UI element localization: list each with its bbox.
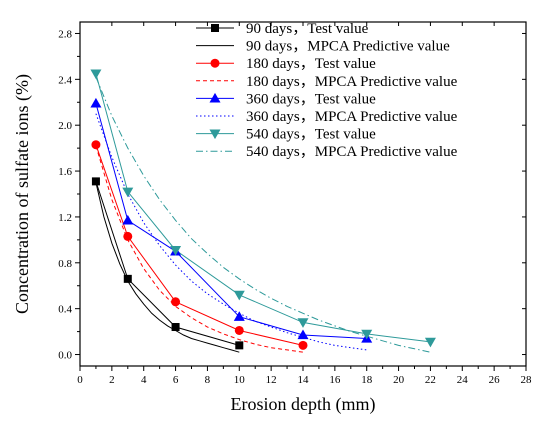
series-markers [90,69,436,350]
series-line-4 [95,103,367,339]
x-tick-label: 16 [329,374,341,386]
x-tick-label: 22 [425,374,436,386]
y-tick-label: 0.4 [58,304,72,316]
legend-marker [211,24,219,32]
x-tick-label: 14 [298,374,310,386]
data-point-6-5 [361,329,373,340]
x-tick-label: 28 [521,374,533,386]
data-point-6-3 [233,290,245,301]
series-line-2 [95,144,304,346]
legend-entry-6: 540 days，Test value [196,127,376,143]
data-point-2-1 [123,231,133,241]
x-tick-label: 26 [489,374,501,386]
data-point-4-0 [90,97,102,108]
legend-label: 540 days，Test value [246,127,376,143]
x-tick-label: 2 [109,374,115,386]
legend-marker [209,129,221,140]
y-tick-label: 1.2 [58,212,72,224]
legend-marker [210,58,220,68]
legend-entry-3: 180 days，MPCA Predictive value [196,74,458,90]
data-point-2-4 [298,340,308,350]
data-point-6-2 [170,246,182,256]
axes: 0 2 4 6 8 10 12 14 16 18 20 22 24 26 280.00.40.81.21.6… [58,21,533,386]
legend-marker [209,92,221,103]
legend-label: 180 days，MPCA Predictive value [246,74,458,90]
legend-entry-4: 360 days，Test value [196,91,376,107]
data-point-6-6 [424,337,436,348]
data-point-6-0 [90,69,102,80]
y-tick-label: 1.6 [58,166,72,178]
series-line-3 [95,145,304,353]
data-point-4-3 [233,311,245,321]
legend-label: 360 days，MPCA Predictive value [246,109,458,125]
data-point-6-4 [297,318,309,328]
y-axis-title: Concentration of sulfate ions (%) [12,74,33,314]
x-tick-label: 20 [393,374,405,386]
series-line-5 [95,113,367,351]
data-point-0-2 [171,323,180,332]
x-axis-title: Erosion depth (mm) [231,394,376,415]
x-tick-label: 0 [77,374,83,386]
y-tick-label: 2.8 [58,28,72,40]
data-point-6-1 [122,187,134,198]
legend-entry-7: 540 days，MPCA Predictive value [196,144,458,160]
y-tick-label: 0.8 [58,258,72,270]
data-point-2-3 [234,325,244,335]
x-tick-label: 8 [205,374,211,386]
data-point-2-2 [171,297,181,307]
series-line-1 [95,182,240,353]
x-tick-label: 10 [234,374,246,386]
legend: 90 days，Test value 90 days，MPCA Predictiv… [196,21,458,160]
y-tick-label: 0.0 [58,350,72,362]
x-tick-label: 4 [141,374,147,386]
legend-label: 90 days，MPCA Predictive value [246,39,450,55]
y-tick-label: 2.4 [58,74,72,86]
data-point-0-0 [91,177,100,186]
series-line-7 [95,76,431,353]
series-line-0 [95,181,240,346]
legend-label: 360 days，Test value [246,91,376,107]
legend-label: 90 days，Test value [246,21,369,37]
data-point-4-4 [297,329,309,340]
data-point-0-3 [235,341,244,350]
x-tick-label: 18 [361,374,373,386]
legend-entry-0: 90 days，Test value [196,21,369,37]
legend-entry-1: 90 days，MPCA Predictive value [196,39,450,55]
data-point-2-0 [91,140,101,150]
data-point-0-1 [123,274,132,283]
legend-entry-5: 360 days，MPCA Predictive value [196,109,458,125]
x-tick-label: 24 [457,374,469,386]
data-point-4-1 [122,214,134,225]
legend-label: 180 days，Test value [246,56,376,72]
legend-entry-2: 180 days，Test value [196,56,376,72]
x-tick-label: 12 [266,374,277,386]
legend-label: 540 days，MPCA Predictive value [246,144,458,160]
x-tick-label: 6 [173,374,179,386]
y-tick-label: 2.0 [58,120,72,132]
